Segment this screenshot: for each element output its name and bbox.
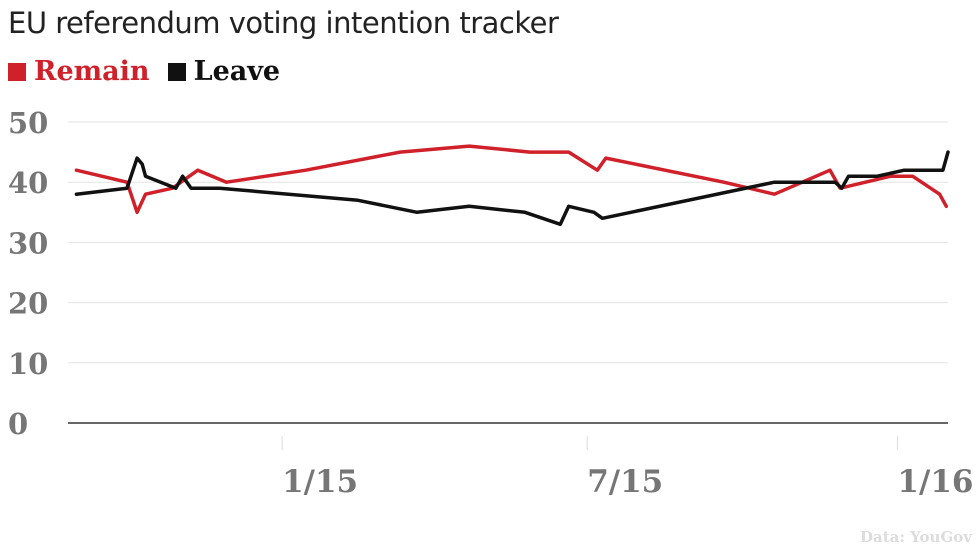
x-tick-label-0: 1/15 — [282, 464, 358, 500]
legend-item-leave: Leave — [167, 56, 281, 87]
y-tick-label-10: 10 — [8, 347, 48, 381]
legend: Remain Leave — [8, 56, 298, 87]
legend-swatch-remain — [8, 62, 26, 81]
series-line-remain — [74, 144, 949, 215]
legend-label-remain: Remain — [34, 56, 150, 87]
chart-title: EU referendum voting intention tracker — [8, 6, 559, 40]
x-tick-label-1: 7/15 — [587, 464, 663, 500]
y-tick-label-20: 20 — [8, 287, 48, 321]
y-tick-label-50: 50 — [8, 106, 48, 140]
y-tick-label-40: 40 — [8, 166, 48, 200]
y-tick-label-0: 0 — [8, 407, 28, 441]
legend-label-leave: Leave — [193, 56, 281, 87]
legend-item-remain: Remain — [8, 56, 150, 87]
legend-swatch-leave — [167, 62, 186, 81]
series-line-leave — [74, 150, 950, 227]
x-tick-label-2: 1/16 — [897, 464, 973, 500]
y-tick-label-30: 30 — [8, 226, 48, 260]
source-note: Data: YouGov — [860, 528, 972, 546]
